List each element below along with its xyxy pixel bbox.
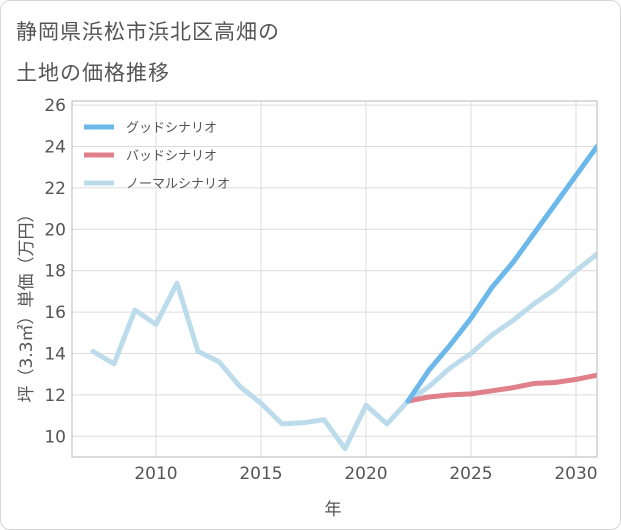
legend: グッドシナリオ バッドシナリオ ノーマルシナリオ bbox=[84, 121, 230, 192]
chart-title-line-2: 土地の価格推移 bbox=[16, 61, 170, 85]
tick-labels: 10 12 14 16 18 20 22 24 26 2010 2015 2020 2025 2030 bbox=[44, 96, 597, 484]
y-tick-label: 22 bbox=[44, 179, 66, 199]
y-tick-label: 24 bbox=[44, 138, 66, 158]
y-axis-title: 坪（3.3㎡）単価（万円） bbox=[17, 205, 37, 402]
chart-title-line-1: 静岡県浜松市浜北区高畑の bbox=[16, 20, 280, 44]
x-tick-label: 2010 bbox=[134, 464, 177, 484]
x-tick-label: 2025 bbox=[449, 464, 492, 484]
y-tick-label: 18 bbox=[44, 262, 66, 282]
y-tick-label: 14 bbox=[44, 345, 66, 365]
y-tick-label: 16 bbox=[44, 303, 66, 323]
plot-frame bbox=[71, 100, 598, 458]
legend-label-good: グッドシナリオ bbox=[126, 121, 217, 136]
legend-label-normal: ノーマルシナリオ bbox=[126, 177, 230, 192]
series-line-good bbox=[405, 144, 597, 404]
series-line-normal bbox=[90, 251, 597, 452]
y-tick-label: 20 bbox=[44, 220, 66, 240]
x-axis-title: 年 bbox=[325, 500, 342, 520]
x-tick-label: 2015 bbox=[239, 464, 282, 484]
y-tick-label: 10 bbox=[44, 427, 66, 447]
series-lines bbox=[90, 144, 597, 452]
x-tick-label: 2030 bbox=[554, 464, 597, 484]
x-tick-label: 2020 bbox=[344, 464, 387, 484]
y-tick-label: 12 bbox=[44, 386, 66, 406]
y-tick-label: 26 bbox=[44, 96, 66, 116]
series-line-bad bbox=[405, 372, 597, 404]
legend-label-bad: バッドシナリオ bbox=[126, 149, 217, 164]
